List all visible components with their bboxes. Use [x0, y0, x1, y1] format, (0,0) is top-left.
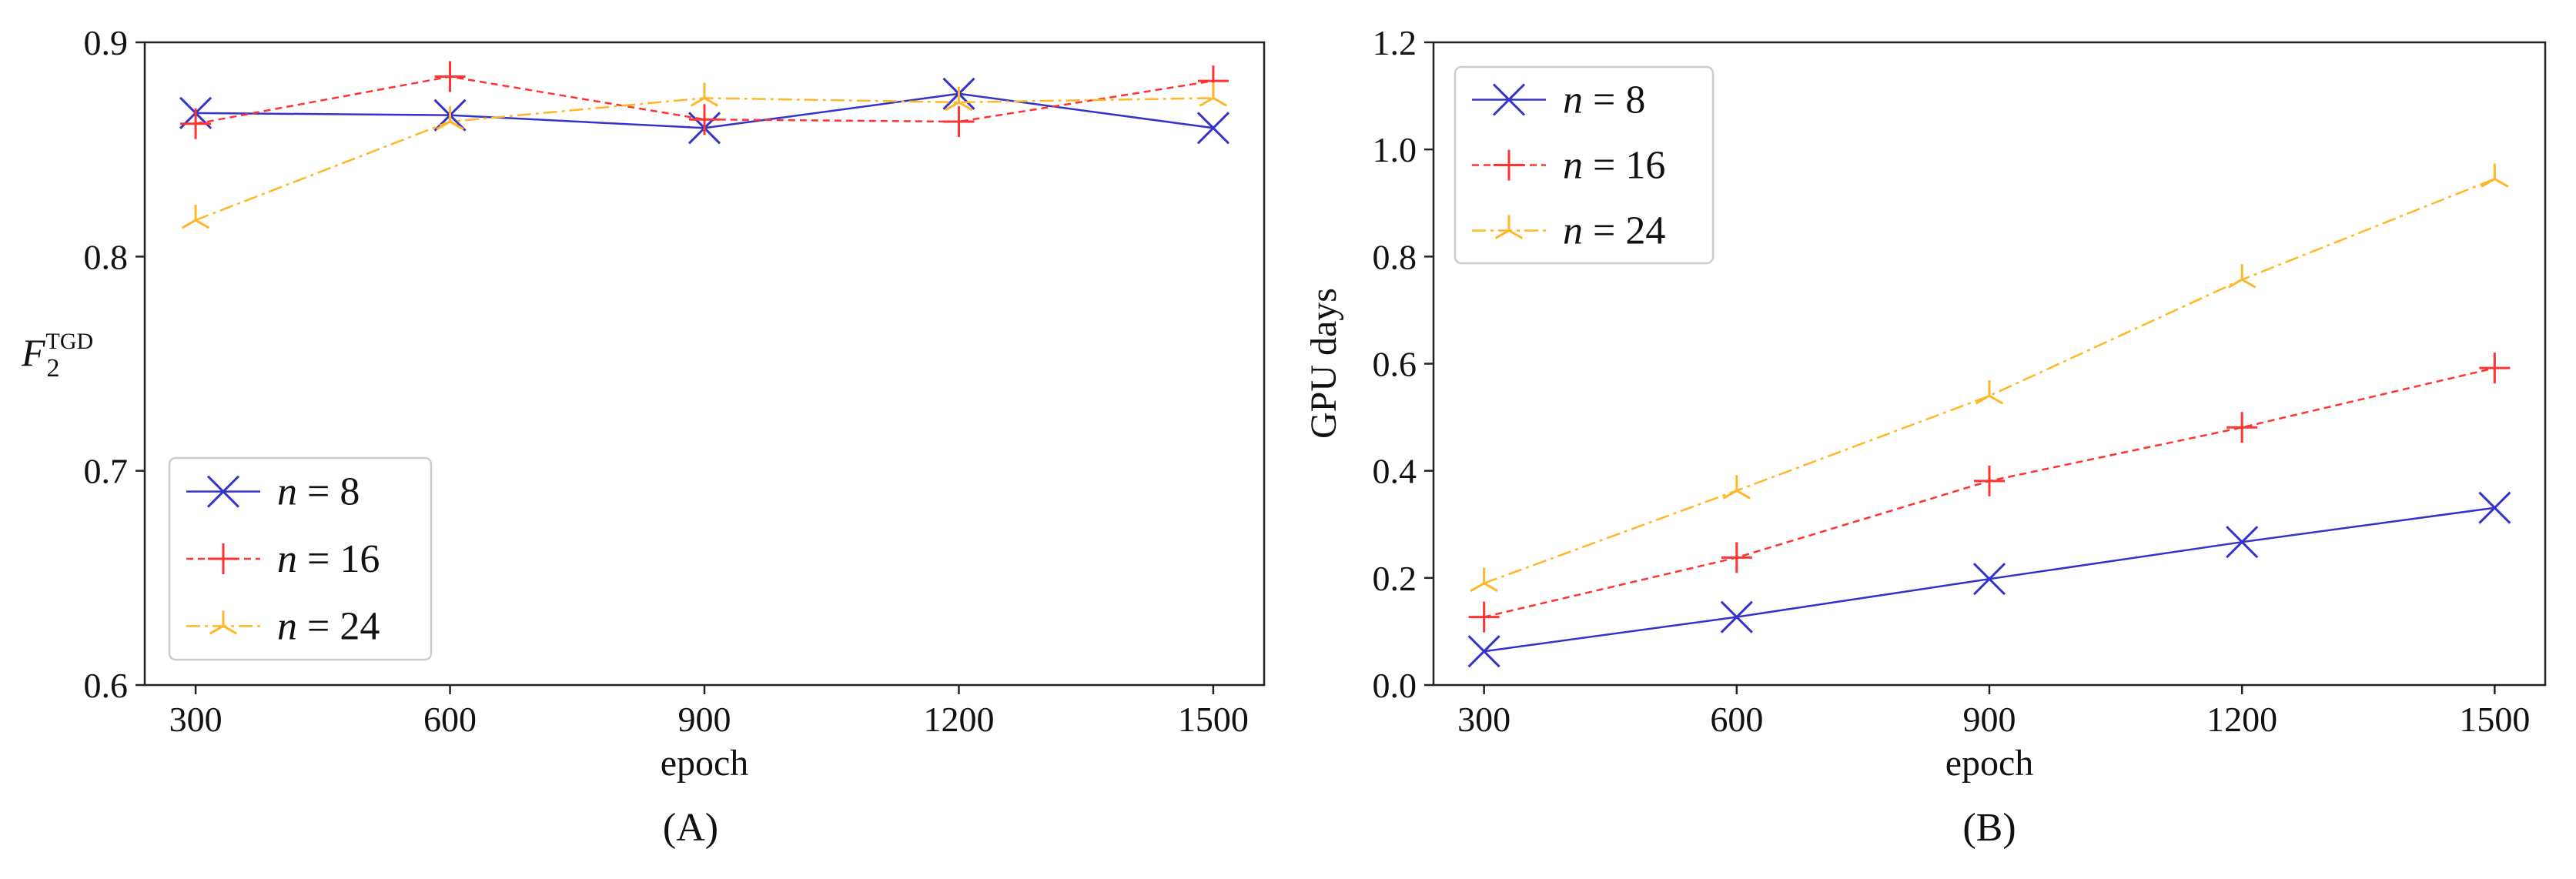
y-tick-label: 0.8: [84, 237, 129, 276]
data-point: [436, 105, 464, 131]
y-tick-label: 1.2: [1373, 23, 1417, 62]
data-point: [2481, 163, 2509, 188]
y-tick-label: 0.4: [1373, 452, 1417, 491]
data-point: [689, 104, 720, 135]
x-tick-label: 1200: [2206, 700, 2277, 739]
legend-marker: [209, 610, 238, 635]
data-point: [1721, 542, 1752, 573]
data-point: [1199, 82, 1228, 107]
legend-label: n = 24: [277, 604, 380, 648]
series-n16: [180, 61, 1229, 139]
legend-item: n = 16: [186, 537, 380, 581]
data-point: [1470, 567, 1498, 593]
data-point: [1720, 600, 1753, 633]
x-tick-label: 600: [423, 700, 477, 739]
data-point: [1468, 601, 1500, 633]
x-tick-label: 300: [169, 700, 222, 739]
data-point: [2228, 264, 2257, 289]
panel-b-line-chart: 300 600 900 1200 1500 0.0 0.2 0.4 0.6 0.8 1.0 1.2 ep…: [1303, 23, 2547, 850]
legend: n = 8 n = 16 n = 24: [1454, 65, 1715, 265]
legend-label: n = 8: [277, 470, 360, 514]
series-n24: [1470, 163, 2509, 593]
panel-caption: (B): [1962, 806, 2016, 850]
legend-label: n = 16: [1563, 144, 1665, 188]
legend-item: n = 8: [186, 470, 360, 514]
legend-marker: [1492, 83, 1526, 116]
data-point: [181, 205, 210, 229]
legend-frame: [1454, 65, 1715, 265]
x-tick-label: 600: [1710, 700, 1763, 739]
y-axis-label: F2TGD: [21, 329, 93, 383]
series-n16: [1468, 353, 2511, 633]
data-point: [1467, 635, 1500, 668]
data-point: [434, 61, 466, 92]
legend-marker: [206, 475, 240, 508]
panel-caption: (A): [663, 806, 718, 850]
x-tick-label: 900: [1963, 700, 2016, 739]
data-point: [943, 105, 975, 137]
data-point: [180, 108, 212, 139]
y-tick-label: 0.6: [84, 666, 129, 705]
legend-frame: [168, 456, 433, 661]
legend-item: n = 24: [186, 604, 380, 648]
y-tick-label: 0.0: [1373, 666, 1417, 705]
series-n24: [181, 82, 1228, 229]
y-tick-label: 0.7: [84, 452, 129, 491]
data-point: [1975, 380, 2004, 405]
series-line: [195, 75, 1214, 125]
data-point: [2478, 491, 2511, 524]
legend: n = 8 n = 16 n = 24: [168, 456, 433, 661]
legend-item: n = 16: [1472, 144, 1665, 188]
data-point: [945, 86, 973, 112]
x-tick-label: 1500: [1178, 700, 1249, 739]
data-point: [2226, 412, 2258, 443]
legend-marker: [1494, 215, 1524, 239]
data-point: [1972, 563, 2006, 596]
series-n8: [1467, 491, 2511, 668]
y-axis-label: GPU days: [1303, 288, 1344, 439]
legend-label: n = 8: [1563, 79, 1645, 122]
data-point: [2479, 353, 2511, 384]
y-tick-label: 0.8: [1373, 237, 1417, 276]
data-point: [2226, 526, 2259, 559]
data-point: [1196, 112, 1229, 145]
x-tick-label: 900: [678, 700, 731, 739]
data-point: [1974, 465, 2005, 496]
y-tick-label: 1.0: [1373, 130, 1417, 169]
legend-label: n = 16: [277, 537, 380, 581]
data-point: [1722, 475, 1751, 500]
x-tick-label: 1200: [923, 700, 994, 739]
x-tick-label: 1500: [2459, 700, 2530, 739]
y-tick-label: 0.9: [84, 23, 129, 62]
x-tick-label: 300: [1457, 700, 1510, 739]
legend-marker: [208, 543, 239, 574]
legend-item: n = 24: [1472, 209, 1665, 253]
panel-a-line-chart: 300 600 900 1200 1500 0.6 0.7 0.8 0.9 epoch F2TGD n…: [21, 23, 1266, 850]
data-point: [690, 82, 719, 107]
legend-label: n = 24: [1563, 209, 1665, 253]
legend-marker: [1494, 149, 1524, 181]
y-tick-label: 0.2: [1373, 559, 1417, 598]
y-tick-label: 0.6: [1373, 345, 1417, 384]
legend-item: n = 8: [1472, 79, 1645, 122]
x-axis-label: epoch: [1945, 743, 2034, 784]
x-axis-label: epoch: [661, 743, 749, 784]
